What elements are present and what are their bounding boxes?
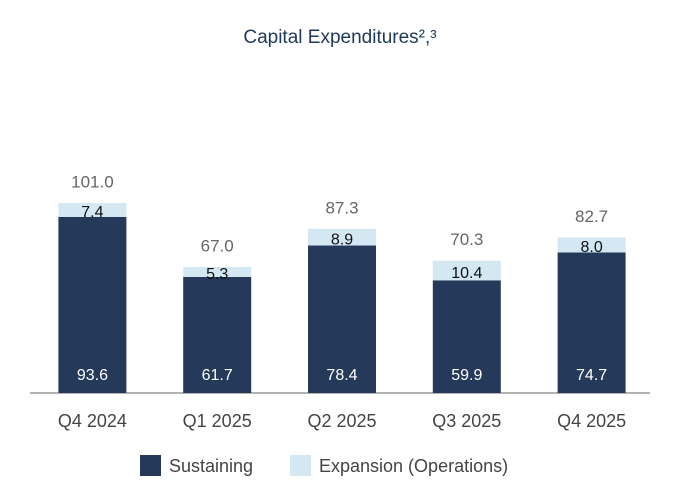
value-label: 93.6 (77, 367, 108, 384)
bar-segment (183, 276, 252, 393)
value-label: 61.7 (202, 367, 233, 384)
bar-segment (58, 203, 127, 217)
legend-label: Expansion (Operations) (319, 456, 508, 476)
total-label: 101.0 (71, 172, 114, 191)
bar-segment (308, 228, 376, 246)
legend-label: Sustaining (169, 456, 253, 476)
chart-title: Capital Expenditures²,³ (243, 27, 436, 48)
value-label: 78.4 (326, 367, 357, 384)
bar-segment (432, 260, 501, 281)
value-label: 59.9 (451, 367, 482, 384)
total-label: 70.3 (450, 230, 483, 249)
value-label: 5.3 (206, 266, 228, 283)
x-tick-label: Q2 2025 (307, 411, 376, 431)
total-label: 67.0 (201, 236, 234, 255)
bar-segment (557, 252, 626, 393)
bar-segment (557, 237, 626, 253)
x-tick-label: Q4 2025 (557, 411, 626, 431)
legend-swatch (140, 455, 161, 476)
legend-swatch (290, 455, 311, 476)
total-label: 87.3 (325, 198, 358, 217)
x-tick-label: Q1 2025 (183, 411, 252, 431)
x-tick-label: Q4 2024 (58, 411, 127, 431)
value-label: 10.4 (451, 265, 482, 282)
bar-segment (183, 266, 252, 277)
bar-segment (58, 216, 127, 393)
value-label: 8.9 (331, 231, 353, 248)
value-label: 74.7 (576, 367, 607, 384)
value-label: 8.0 (580, 239, 602, 256)
value-label: 7.4 (81, 204, 103, 221)
total-label: 82.7 (575, 207, 608, 226)
x-tick-label: Q3 2025 (432, 411, 501, 431)
bar-segment (432, 280, 501, 393)
bar-segment (308, 245, 376, 393)
